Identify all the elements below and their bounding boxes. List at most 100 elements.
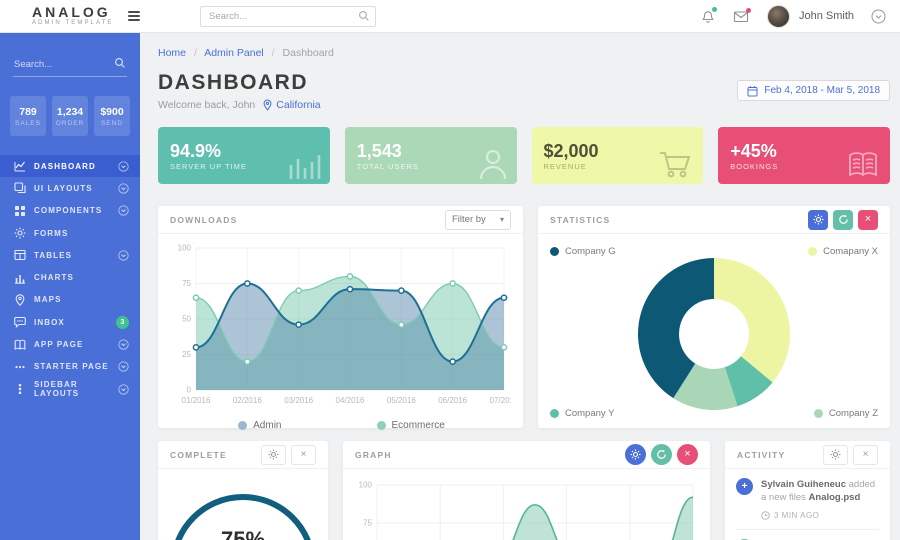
sidebar-stat-send[interactable]: $900 SEND <box>94 96 130 136</box>
gear-icon <box>630 449 641 460</box>
refresh-button[interactable] <box>651 444 672 465</box>
close-button[interactable]: × <box>677 444 698 465</box>
graph-card: GRAPH × 100 75 <box>343 441 710 540</box>
sidebar-item-charts[interactable]: CHARTS <box>0 266 140 288</box>
sidebar-item-starter-page[interactable]: STARTER PAGE <box>0 356 140 378</box>
starter-page-icon <box>13 361 26 373</box>
settings-button[interactable] <box>808 209 828 230</box>
svg-text:04/2016: 04/2016 <box>336 396 365 405</box>
downloads-legend: Admin Ecommerce <box>170 420 513 431</box>
plus-icon: + <box>736 538 753 540</box>
breadcrumb-admin-panel[interactable]: Admin Panel <box>204 47 264 59</box>
activity-action: added a new files <box>761 479 876 504</box>
messages-button[interactable] <box>733 7 751 24</box>
user-menu-button[interactable] <box>871 9 886 24</box>
sidebar-item-ui-layouts[interactable]: UI LAYOUTS <box>0 177 140 199</box>
stat-card-label: BOOKINGS <box>730 161 779 171</box>
settings-button[interactable] <box>625 444 646 465</box>
sidebar-item-tables[interactable]: TABLES <box>0 244 140 266</box>
close-button[interactable]: × <box>291 444 316 465</box>
sidebar-item-dashboard[interactable]: DASHBOARD <box>0 155 140 178</box>
sidebar-item-components[interactable]: COMPONENTS <box>0 200 140 222</box>
legend-admin: Admin <box>238 420 282 431</box>
legend-label: Ecommerce <box>391 420 445 431</box>
divider <box>736 528 879 530</box>
chevron-down-icon <box>118 383 129 395</box>
sidebar-toggle-button[interactable] <box>128 7 154 25</box>
date-range-label: Feb 4, 2018 - Mar 5, 2018 <box>764 85 880 96</box>
close-button[interactable]: × <box>853 444 878 465</box>
stat-card-value: +45% <box>730 140 777 161</box>
legend-dot <box>550 409 559 418</box>
user-name[interactable]: John Smith <box>798 10 854 22</box>
activity-item[interactable]: + <box>736 538 879 540</box>
logo-title: ANALOG <box>32 4 111 20</box>
logo-link[interactable]: ANALOG ADMIN TEMPLATE <box>0 4 128 26</box>
sidebar-stat-sales[interactable]: 789 SALES <box>10 96 46 136</box>
stat-card-label: TOTAL USERS <box>356 161 419 171</box>
charts-icon <box>13 272 26 284</box>
statistics-card-title: STATISTICS <box>550 214 611 225</box>
stat-card-total-users[interactable]: 1,543 TOTAL USERS <box>344 127 517 184</box>
sidebar-item-sidebar-layouts[interactable]: SIDEBAR LAYOUTS <box>0 378 140 400</box>
gear-icon <box>813 214 823 225</box>
bar-chart-icon <box>287 151 321 179</box>
svg-text:01/2016: 01/2016 <box>182 396 211 405</box>
sidebar-item-maps[interactable]: MAPS <box>0 289 140 311</box>
logo-subtitle: ADMIN TEMPLATE <box>32 20 114 26</box>
breadcrumb-current: Dashboard <box>282 47 334 59</box>
stat-card-server-up-time[interactable]: 94.9% SERVER UP TIME <box>158 127 330 184</box>
sidebar-nav: DASHBOARD UI LAYOUTS COMPONENTS FORMS TABLES… <box>0 155 140 400</box>
sidebar-item-inbox[interactable]: INBOX 3 <box>0 311 140 333</box>
sidebar-search-input[interactable] <box>13 56 127 76</box>
sidebar-item-app-page[interactable]: APP PAGE <box>0 333 140 355</box>
stat-label: ORDER <box>55 119 85 127</box>
stat-value: 1,234 <box>56 105 84 118</box>
settings-button[interactable] <box>261 444 286 465</box>
activity-card-title: ACTIVITY <box>737 449 786 460</box>
downloads-card-title: DOWNLOADS <box>170 214 238 225</box>
settings-button[interactable] <box>823 444 848 465</box>
date-range-button[interactable]: Feb 4, 2018 - Mar 5, 2018 <box>737 80 890 101</box>
sidebar-item-label: CHARTS <box>34 273 74 283</box>
components-icon <box>13 205 26 217</box>
inbox-icon <box>13 316 26 329</box>
filter-by-select[interactable]: Filter by ▾ <box>445 209 511 230</box>
calendar-icon <box>747 85 758 96</box>
refresh-button[interactable] <box>833 209 853 230</box>
location-link[interactable]: California <box>276 99 321 111</box>
topbar-search-input[interactable] <box>200 5 376 27</box>
sidebar-item-label: MAPS <box>34 295 62 305</box>
sidebar-stat-order[interactable]: 1,234 ORDER <box>52 96 88 136</box>
notifications-button[interactable] <box>700 7 717 24</box>
avatar[interactable] <box>766 4 790 28</box>
app-page-icon <box>13 339 26 351</box>
mail-icon <box>733 10 749 22</box>
tables-icon <box>13 249 26 261</box>
legend-dot <box>238 421 248 430</box>
stat-card-value: 94.9% <box>170 140 222 161</box>
breadcrumb-home[interactable]: Home <box>158 47 187 59</box>
stat-card-revenue[interactable]: $2,000 REVENUE <box>531 127 704 184</box>
sidebar-item-label: APP PAGE <box>34 340 84 350</box>
complete-ring <box>169 494 316 540</box>
activity-item[interactable]: + Sylvain Guiheneuc added a new files An… <box>736 478 879 520</box>
sidebar-item-label: COMPONENTS <box>34 206 103 216</box>
complete-percent: 75% <box>220 527 266 540</box>
svg-text:75: 75 <box>182 279 191 288</box>
sidebar-item-forms[interactable]: FORMS <box>0 222 140 244</box>
svg-text:50: 50 <box>182 315 191 324</box>
stat-card-bookings[interactable]: +45% BOOKINGS <box>718 127 890 184</box>
user-icon <box>478 147 508 179</box>
sidebar-item-label: DASHBOARD <box>34 161 96 171</box>
search-icon <box>358 10 370 22</box>
legend-label: Company Y <box>565 408 615 419</box>
stat-label: SEND <box>100 119 124 127</box>
downloads-card: DOWNLOADS Filter by ▾ 0 25 50 75 100 01/2016 0… <box>158 206 523 431</box>
close-button[interactable]: × <box>858 209 878 230</box>
gear-icon <box>268 449 279 460</box>
sidebar-item-label: STARTER PAGE <box>34 362 109 372</box>
sidebar-item-label: UI LAYOUTS <box>34 183 93 193</box>
notification-dot <box>711 7 717 12</box>
legend-dot <box>813 409 823 418</box>
